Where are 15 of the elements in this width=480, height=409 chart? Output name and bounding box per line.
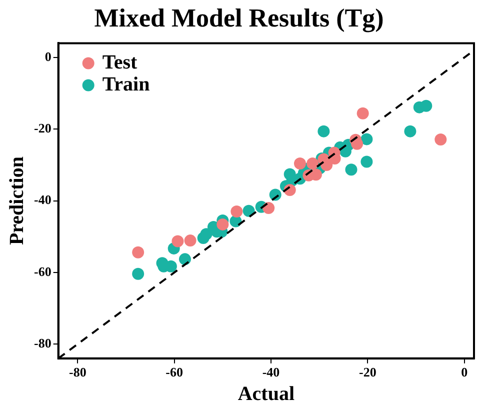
legend-label: Test (102, 51, 138, 74)
y-axis-title: Prediction (6, 156, 28, 246)
y-tick-label: -40 (34, 192, 52, 208)
x-tick-label: 0 (461, 364, 468, 380)
legend-label: Train (102, 73, 150, 96)
x-tick-label: -80 (68, 364, 86, 380)
x-tick-label: -20 (358, 364, 376, 380)
x-axis-title: Actual (238, 383, 295, 406)
x-tick-label: -40 (262, 364, 280, 380)
y-tick-label: -20 (34, 120, 52, 136)
y-tick-label: 0 (44, 48, 52, 64)
x-tick-label: -60 (166, 364, 183, 380)
y-tick-label: -60 (34, 264, 52, 279)
chart-title: Mixed Model Results (Tg) (94, 3, 384, 32)
y-tick-label: -80 (34, 335, 52, 350)
